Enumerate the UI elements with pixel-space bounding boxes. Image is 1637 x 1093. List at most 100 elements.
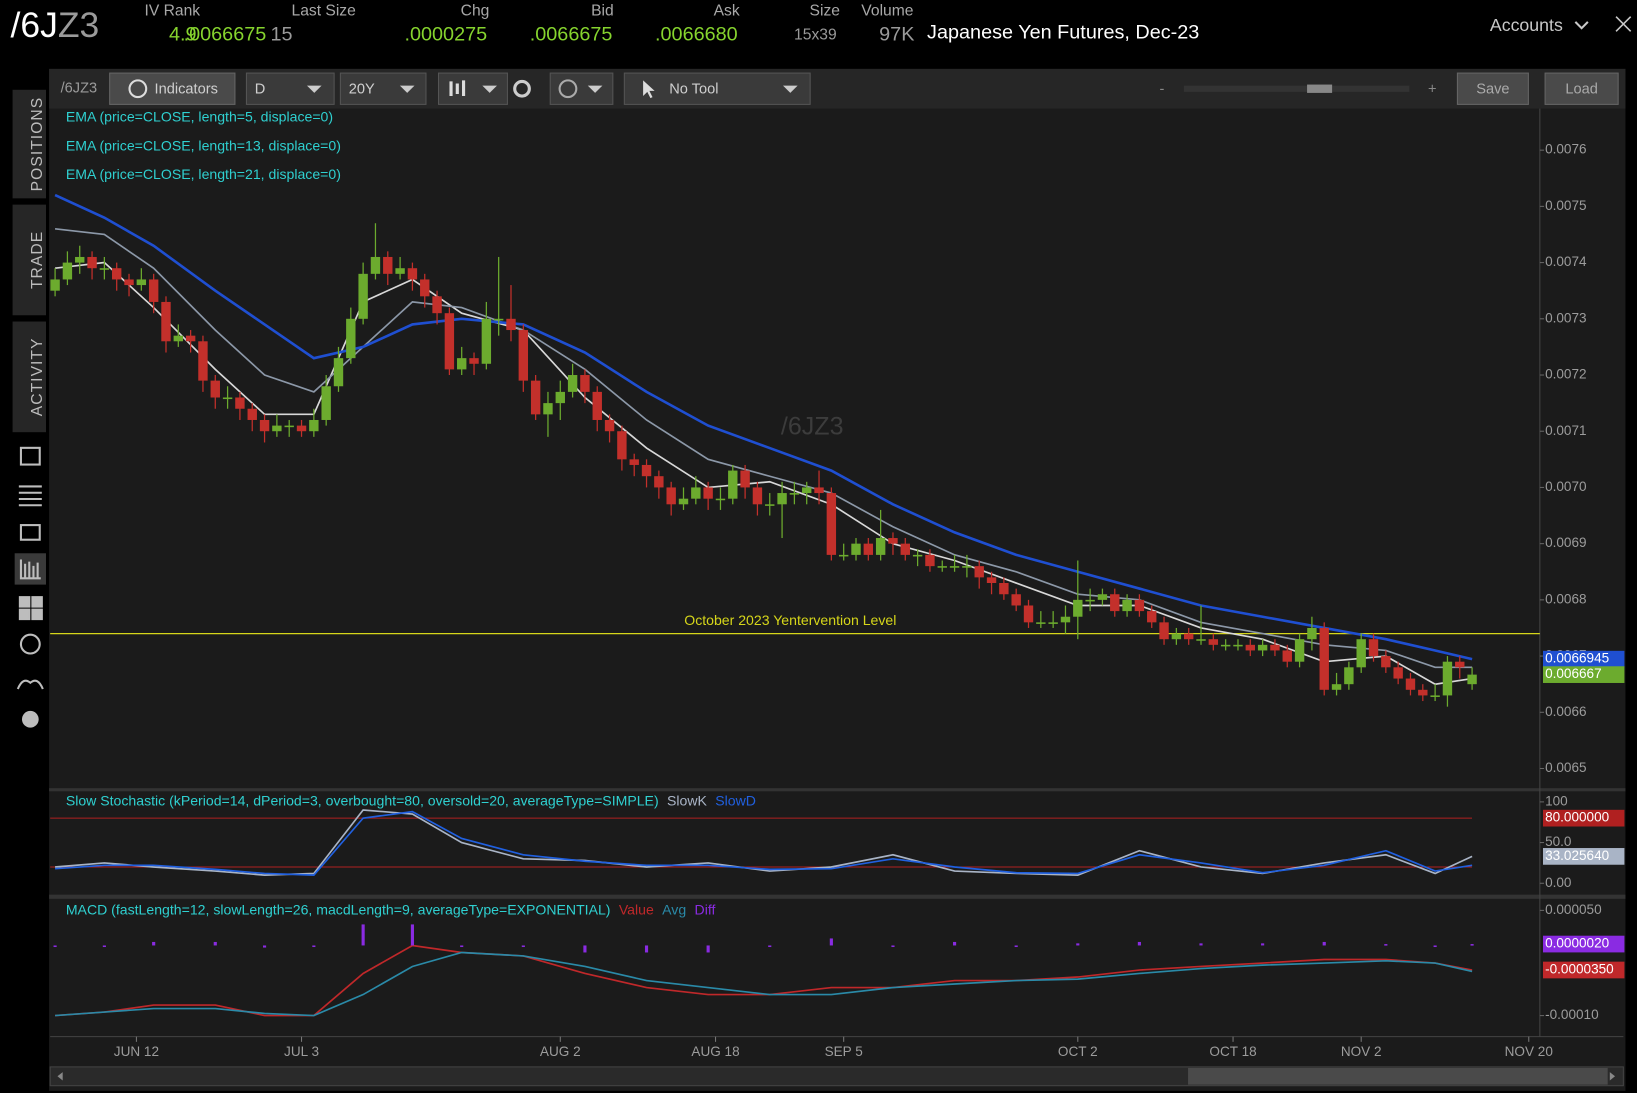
tab-bg[interactable] <box>12 89 46 199</box>
icon[interactable] <box>19 446 41 466</box>
sidebar-tab[interactable]: POSITIONS <box>29 97 46 192</box>
save-label[interactable]: Save <box>1476 82 1509 98</box>
watermark: /6JZ3 <box>781 413 844 441</box>
icon[interactable] <box>19 559 41 580</box>
candle-body <box>1331 684 1342 690</box>
save-button[interactable] <box>1456 72 1529 105</box>
toolbar-symbol[interactable]: /6JZ3 <box>61 81 98 97</box>
histogram-bar <box>768 945 772 948</box>
icon[interactable] <box>19 524 41 541</box>
caret[interactable] <box>482 85 497 93</box>
icon[interactable] <box>21 710 39 728</box>
legend-entry: Value <box>619 901 654 917</box>
caret[interactable] <box>783 85 798 93</box>
aggregation-dropdown[interactable] <box>245 72 335 105</box>
scroll-thumb[interactable] <box>1188 1067 1608 1085</box>
load-label[interactable]: Load <box>1565 82 1598 98</box>
candle-body <box>1245 644 1255 651</box>
zoom-out[interactable]: - <box>1160 82 1165 98</box>
candle-body <box>1011 594 1021 606</box>
series-line <box>54 228 1473 669</box>
field-number: .0066680 <box>655 24 738 46</box>
candle-body <box>912 554 923 557</box>
tool-label[interactable]: No Tool <box>669 82 718 98</box>
accounts-button[interactable]: Accounts <box>1490 15 1563 35</box>
period-dropdown[interactable] <box>339 72 427 105</box>
candle-body <box>1147 611 1157 623</box>
candle-body <box>962 566 972 568</box>
histogram-bar <box>583 945 587 953</box>
field-label: IV Rank <box>144 3 200 20</box>
x-tick-label: SEP 5 <box>825 1044 863 1059</box>
candle-body <box>900 543 910 555</box>
candle-body <box>444 313 455 370</box>
indicators-icon[interactable] <box>128 79 148 99</box>
legend-entry: SlowK <box>667 792 708 808</box>
indicators-label[interactable]: Indicators <box>155 82 218 98</box>
last-value-label-box <box>1542 848 1625 865</box>
tab-bg[interactable] <box>12 204 46 316</box>
zoom-thumb[interactable] <box>1307 84 1333 93</box>
tool-dropdown[interactable] <box>623 72 811 105</box>
candle-body <box>838 554 849 557</box>
candle-body <box>247 408 257 420</box>
pointer-icon[interactable] <box>643 80 655 99</box>
series-line <box>54 193 1473 661</box>
candle-body <box>1060 616 1071 623</box>
period-label[interactable]: 20Y <box>349 82 375 98</box>
field-sub: 97K <box>879 24 914 46</box>
style-icon[interactable] <box>449 80 466 97</box>
last-value-label: 33.025640 <box>1545 848 1610 863</box>
sidebar-tab[interactable]: TRADE <box>29 231 46 289</box>
caret[interactable] <box>306 85 322 93</box>
drawings-icon[interactable] <box>558 79 578 99</box>
chart-frame <box>49 68 1626 1091</box>
close-icon[interactable] <box>1615 16 1632 32</box>
candle-body <box>654 476 664 488</box>
candle-body <box>1381 656 1391 668</box>
last-value-label: 0.0000020 <box>1545 936 1610 951</box>
candle-body <box>888 538 898 544</box>
sidebar-tab[interactable]: ACTIVITY <box>29 337 46 416</box>
field-label: Chg <box>461 3 490 20</box>
candle-body <box>641 464 652 477</box>
field-number: .0066675 <box>530 24 613 46</box>
candle-body <box>629 459 639 465</box>
candle-body <box>1430 695 1440 697</box>
tab-bg[interactable] <box>12 321 46 433</box>
icon[interactable] <box>18 485 42 507</box>
candle-body <box>604 419 615 432</box>
style-dropdown[interactable] <box>437 72 508 105</box>
field-number: .0066675 <box>184 24 267 46</box>
candle-body <box>703 487 713 499</box>
zoom-in[interactable]: + <box>1428 82 1437 98</box>
caret[interactable] <box>399 85 415 93</box>
accounts-caret[interactable] <box>1574 21 1589 30</box>
settings-icon[interactable] <box>513 79 531 98</box>
candle-body <box>395 268 405 274</box>
candle-body <box>1073 599 1083 617</box>
aggregation-label[interactable]: D <box>255 82 266 98</box>
icon[interactable] <box>18 596 43 621</box>
candle-body <box>851 543 861 555</box>
candle-body <box>715 498 726 501</box>
icon[interactable] <box>16 679 44 690</box>
candle-body <box>161 301 171 342</box>
y-tick-label: 0.0066 <box>1545 704 1586 719</box>
legend-title: Slow Stochastic (kPeriod=14, dPeriod=3, … <box>66 792 659 808</box>
candle-body <box>481 318 492 364</box>
field-value: .0066680 <box>655 24 738 46</box>
caret[interactable] <box>587 85 603 93</box>
field-label: Volume <box>861 3 913 20</box>
candle-body <box>1036 622 1046 624</box>
candle-body <box>222 397 233 400</box>
load-button[interactable] <box>1544 72 1619 105</box>
legend-entry: EMA (price=CLOSE, length=21, displace=0) <box>66 166 341 182</box>
zoom-track[interactable] <box>1183 85 1410 92</box>
field-value: .0066675 15 <box>184 24 293 46</box>
icon[interactable] <box>19 633 41 655</box>
sidebar-icons <box>14 446 46 728</box>
histogram-bar <box>1199 943 1203 946</box>
histogram-bar <box>102 945 106 948</box>
